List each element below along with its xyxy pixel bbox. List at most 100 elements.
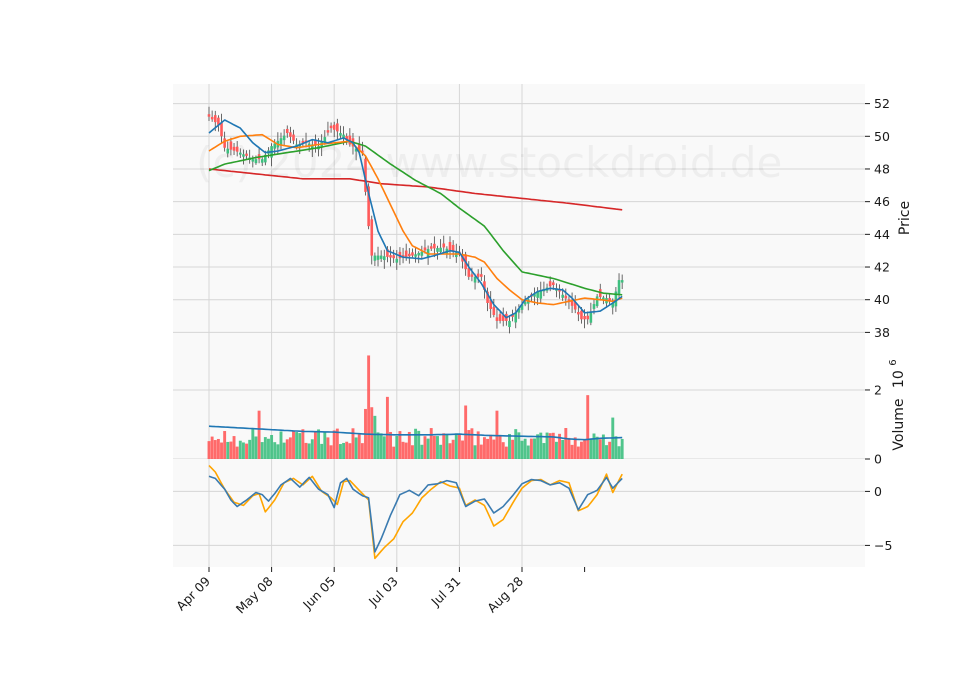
candle-body	[602, 297, 605, 300]
volume-bar	[351, 428, 355, 459]
price-tick-label: 46	[874, 194, 890, 209]
volume-bar	[398, 431, 402, 459]
candle-body	[433, 243, 436, 249]
candle-body	[611, 302, 615, 308]
candle-body	[242, 154, 245, 157]
candle-body	[539, 290, 543, 299]
volume-bar	[442, 433, 446, 459]
volume-bar	[323, 432, 327, 459]
volume-bar	[561, 439, 565, 459]
volume-bar	[601, 434, 605, 459]
volume-bar	[339, 444, 342, 459]
volume-bar	[288, 437, 292, 459]
indicator-line-blue	[208, 475, 623, 553]
candle-body	[586, 315, 590, 320]
volume-bar	[298, 433, 302, 459]
price-tick-label: 40	[874, 292, 890, 307]
volume-bar	[379, 433, 383, 459]
volume-bar	[533, 438, 536, 459]
candle-body	[389, 255, 392, 258]
candle-body	[264, 154, 267, 163]
volume-bar	[514, 429, 518, 459]
candle-body	[608, 298, 611, 301]
volume-bar	[382, 436, 386, 459]
volume-bar	[245, 443, 249, 459]
volume-bar	[595, 436, 599, 459]
candle-body	[386, 249, 389, 257]
candle-body	[480, 274, 483, 277]
candle-body	[439, 247, 442, 253]
candle-body	[239, 152, 242, 155]
candle-body	[310, 144, 314, 149]
candle-body	[367, 186, 370, 227]
volume-bar	[495, 410, 499, 459]
volume-bar	[260, 442, 264, 459]
candle-body	[307, 143, 311, 147]
candle-body	[492, 307, 496, 315]
volume-bar	[232, 436, 236, 459]
volume-bar	[414, 428, 418, 459]
date-axis: Apr 09 May 08 Jun 05 Jul 03 Jul 31 Aug 28	[173, 567, 586, 616]
candle-body	[429, 246, 433, 249]
candle-body	[223, 138, 226, 148]
candle-body	[323, 137, 327, 142]
candle-body	[520, 304, 524, 310]
volume-bar	[282, 442, 286, 459]
volume-bar	[501, 442, 505, 459]
volume-bar	[317, 429, 320, 459]
volume-bar	[263, 437, 267, 459]
volume-bar	[573, 437, 577, 459]
volume-bar	[367, 355, 371, 459]
candle-body	[254, 159, 258, 164]
volume-bar	[254, 436, 258, 459]
volume-bar	[517, 432, 521, 459]
volume-bar	[389, 431, 392, 459]
volume-bar	[492, 439, 496, 459]
candle-body	[580, 310, 583, 320]
candle-body	[501, 315, 505, 321]
volume-bar	[589, 439, 593, 459]
volume-bar	[370, 407, 374, 459]
volume-bar	[357, 434, 361, 459]
volume-bar	[439, 444, 443, 459]
volume-bar	[473, 445, 477, 459]
candle-body	[442, 243, 446, 248]
indicator-panel: −5 0	[173, 459, 892, 567]
candle-body	[345, 136, 349, 140]
volume-bar	[548, 433, 552, 459]
volume-bar	[420, 444, 424, 459]
volume-bar	[392, 446, 396, 459]
volume-bar	[267, 438, 270, 459]
candle-body	[273, 143, 277, 149]
volume-bar	[476, 431, 480, 459]
candle-body	[476, 273, 480, 277]
candle-body	[436, 248, 439, 252]
candle-body	[342, 134, 345, 138]
candle-body	[589, 311, 593, 323]
candle-body	[511, 314, 514, 317]
candle-body	[336, 123, 339, 132]
candle-body	[210, 116, 214, 120]
candle-body	[379, 255, 383, 259]
volume-bar	[385, 396, 389, 459]
volume-bar	[436, 436, 439, 459]
candle-body	[245, 153, 248, 156]
volume-bar	[564, 428, 568, 459]
candle-body	[408, 253, 411, 257]
candle-body	[207, 114, 211, 117]
candle-body	[292, 134, 295, 141]
candle-body	[339, 133, 342, 136]
volume-bar	[407, 431, 411, 459]
moving-average-lines	[208, 119, 623, 319]
volume-bar	[567, 437, 571, 459]
candle-body	[370, 219, 374, 256]
volume-bar	[511, 439, 515, 459]
x-tick-label: Apr 09	[173, 573, 213, 613]
candle-body	[301, 140, 305, 144]
price-tick-label: 52	[874, 96, 890, 111]
volume-bar	[523, 438, 527, 459]
volume-bar	[620, 438, 624, 459]
candle-body	[420, 251, 424, 256]
candle-body	[226, 148, 230, 154]
candle-body	[251, 159, 255, 162]
